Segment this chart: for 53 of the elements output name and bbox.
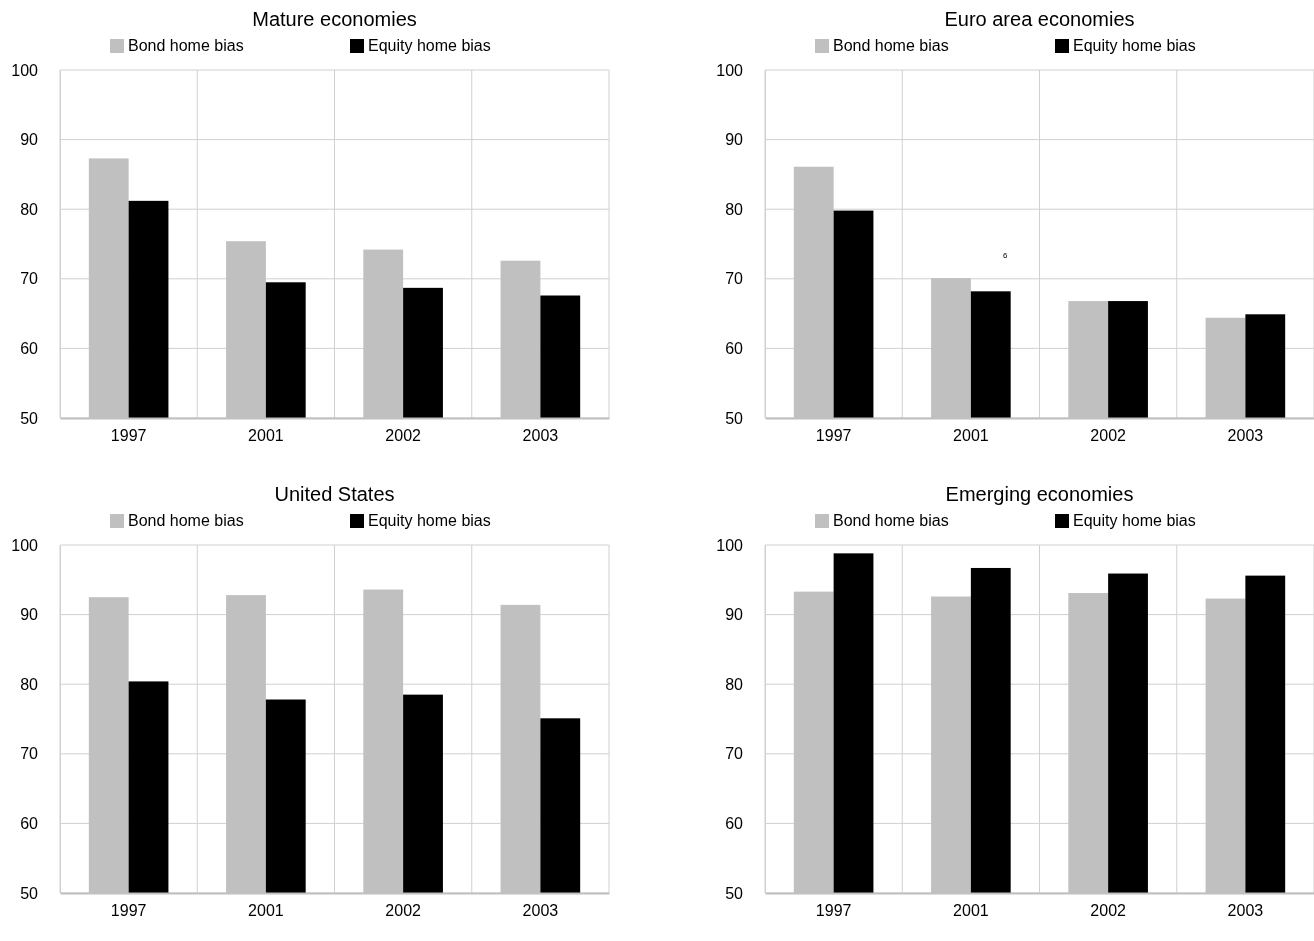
x-tick-label: 2002 [1090, 427, 1127, 445]
y-tick-label: 100 [11, 61, 39, 79]
x-tick-label: 2001 [953, 902, 989, 920]
y-tick-label: 60 [725, 340, 744, 358]
y-tick-label: 80 [20, 675, 39, 693]
x-tick-label: 1997 [815, 427, 852, 445]
legend-label: Bond home bias [833, 37, 949, 54]
legend-label: Bond home bias [833, 512, 949, 529]
y-tick-label: 60 [20, 815, 39, 833]
x-tick-label: 1997 [110, 427, 147, 445]
x-tick-label: 2003 [522, 902, 559, 920]
legend-label: Bond home bias [128, 37, 244, 54]
x-tick-label: 2002 [385, 427, 422, 445]
x-tick-label: 1997 [815, 902, 852, 920]
x-tick-label: 2001 [248, 902, 284, 920]
x-tick-label: 2002 [1090, 902, 1127, 920]
legend-label: Equity home bias [1073, 512, 1196, 529]
x-tick-label: 2002 [385, 902, 422, 920]
y-tick-label: 70 [725, 270, 744, 288]
y-tick-label: 70 [20, 270, 39, 288]
y-tick-label: 80 [20, 200, 39, 218]
x-tick-label: 2003 [522, 427, 559, 445]
y-tick-label: 90 [725, 606, 744, 624]
y-tick-label: 100 [716, 536, 744, 554]
chart-title: Euro area economies [944, 8, 1135, 30]
x-tick-label: 1997 [110, 902, 147, 920]
x-tick-label: 2001 [953, 427, 989, 445]
y-tick-label: 60 [725, 815, 744, 833]
y-tick-label: 70 [725, 745, 744, 763]
legend-label: Equity home bias [368, 37, 491, 54]
y-tick-label: 100 [716, 61, 744, 79]
y-tick-label: 50 [20, 409, 39, 427]
y-tick-label: 50 [20, 884, 39, 902]
x-tick-label: 2001 [248, 427, 284, 445]
y-tick-label: 70 [20, 745, 39, 763]
y-tick-label: 80 [725, 200, 744, 218]
chart-title: Emerging economies [945, 483, 1134, 505]
y-tick-label: 100 [11, 536, 39, 554]
annotation: 6 [1002, 250, 1008, 260]
x-tick-label: 2003 [1227, 902, 1264, 920]
x-tick-label: 2003 [1227, 427, 1264, 445]
y-tick-label: 90 [725, 131, 744, 149]
chart-title: Mature economies [252, 8, 417, 30]
y-tick-label: 60 [20, 340, 39, 358]
y-tick-label: 50 [725, 884, 744, 902]
legend-label: Bond home bias [128, 512, 244, 529]
legend-label: Equity home bias [368, 512, 491, 529]
chart-title: United States [274, 483, 395, 505]
y-tick-label: 90 [20, 131, 39, 149]
y-tick-label: 50 [725, 409, 744, 427]
y-tick-label: 90 [20, 606, 39, 624]
legend-label: Equity home bias [1073, 37, 1196, 54]
y-tick-label: 80 [725, 675, 744, 693]
